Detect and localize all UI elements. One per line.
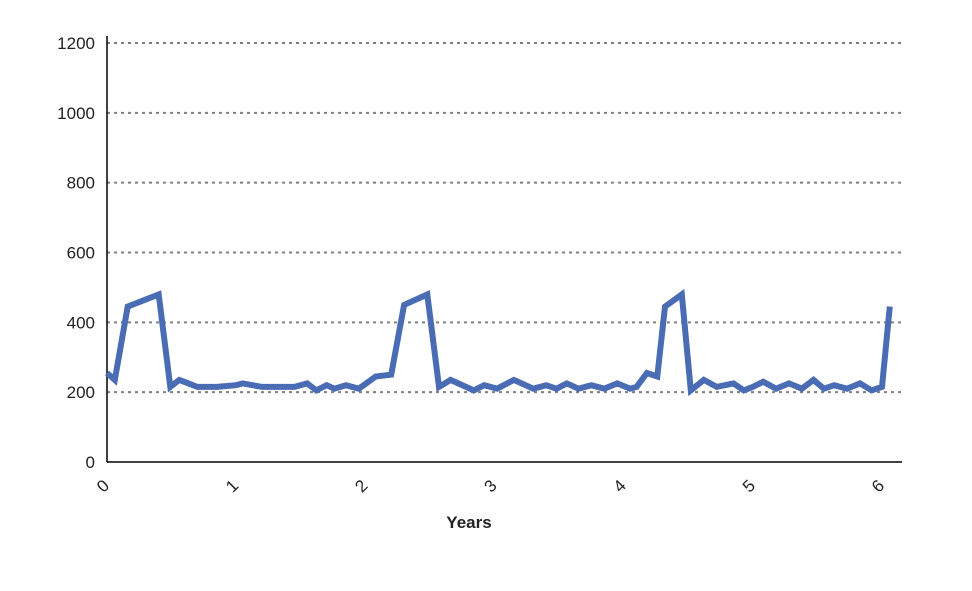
- x-tick-label: 1: [222, 476, 242, 496]
- y-tick-label: 1200: [57, 34, 95, 53]
- x-tick-label: 4: [610, 476, 630, 496]
- x-tick-label: 0: [93, 476, 113, 496]
- axes: [106, 36, 902, 463]
- y-tick-label: 1000: [57, 104, 95, 123]
- series-line: [105, 288, 893, 397]
- y-tick-label: 0: [86, 453, 95, 472]
- gridlines: [107, 42, 902, 394]
- y-tick-label: 800: [67, 174, 95, 193]
- x-tick-labels: 0 1 2 3 4 5 6: [93, 476, 888, 496]
- x-tick-label: 3: [481, 476, 501, 496]
- x-tick-label: 2: [351, 476, 371, 496]
- y-tick-label: 400: [67, 313, 95, 332]
- x-tick-label: 6: [868, 476, 888, 496]
- series-layer: [105, 288, 893, 397]
- x-tick-label: 5: [739, 476, 759, 496]
- y-tick-label: 600: [67, 244, 95, 263]
- y-tick-labels: 0 200 400 600 800 1000 1200: [57, 34, 95, 472]
- y-tick-label: 200: [67, 383, 95, 402]
- x-axis-title: Years: [446, 513, 491, 532]
